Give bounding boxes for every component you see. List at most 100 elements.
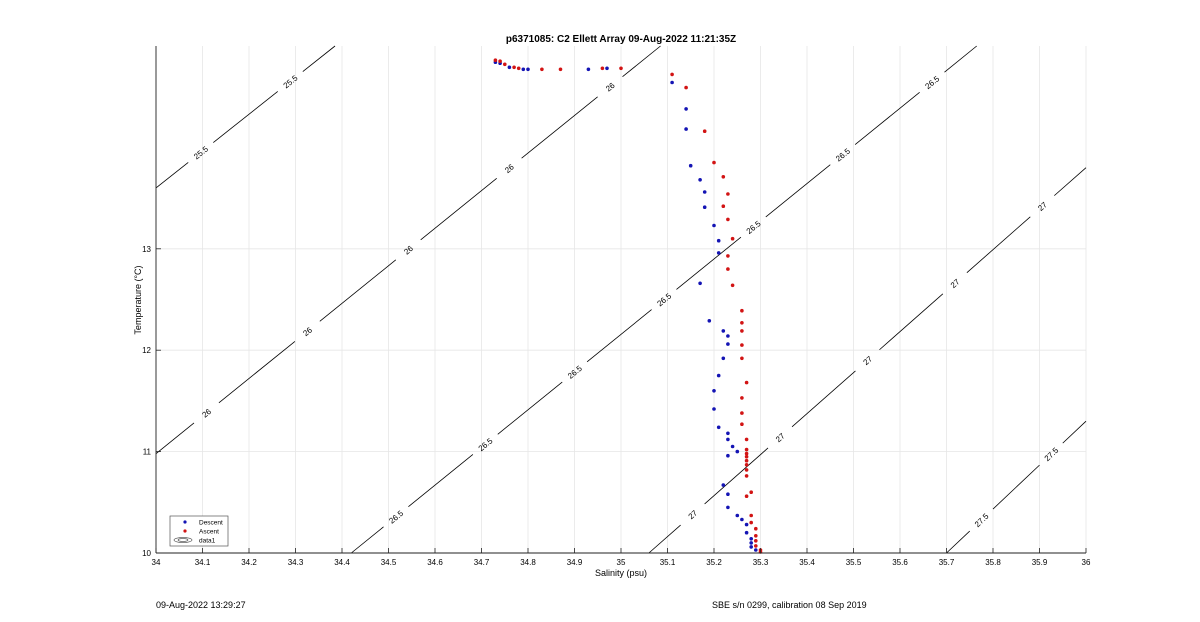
descent-point — [730, 444, 735, 449]
ascent-point — [516, 66, 521, 71]
x-tick-label: 35.4 — [799, 558, 815, 567]
ascent-point — [670, 72, 674, 77]
x-tick-label: 35.7 — [939, 558, 955, 567]
ascent-point — [754, 534, 758, 538]
legend-contour-icon — [173, 537, 193, 543]
ascent-point — [726, 217, 730, 222]
descent-point — [702, 190, 707, 194]
descent-point — [605, 66, 609, 71]
series-ascent — [493, 58, 763, 554]
x-tick-label: 35.1 — [660, 558, 676, 567]
descent-point — [721, 483, 726, 487]
descent-point — [721, 356, 726, 361]
ascent-point — [744, 463, 749, 467]
y-tick-label: 13 — [142, 245, 151, 254]
y-tick-label: 11 — [143, 448, 152, 457]
ascent-point — [744, 451, 749, 456]
descent-point — [716, 373, 721, 378]
contour-segment — [791, 370, 856, 428]
descent-point — [702, 205, 707, 209]
x-tick-label: 34.7 — [474, 558, 490, 567]
ascent-point — [740, 343, 744, 347]
x-axis-label: Salinity (psu) — [595, 568, 647, 578]
ascent-point — [740, 321, 744, 325]
ascent-point — [754, 544, 758, 548]
ascent-point — [730, 236, 735, 241]
contour-segment — [213, 91, 278, 143]
descent-point — [684, 107, 688, 111]
descent-point — [670, 80, 674, 85]
x-tick-label: 36 — [1082, 558, 1091, 567]
ascent-point — [493, 58, 498, 62]
contour-segment — [992, 464, 1040, 510]
ascent-point — [740, 329, 744, 333]
contour-segment — [946, 530, 971, 554]
ascent-point — [730, 283, 735, 288]
x-tick-label: 35 — [617, 558, 626, 567]
ascent-point — [740, 396, 744, 400]
x-tick-label: 34.6 — [427, 558, 443, 567]
x-tick-label: 34.8 — [520, 558, 536, 567]
legend-contour-icon — [177, 538, 189, 542]
contour-segment — [586, 309, 652, 363]
descent-point — [726, 342, 730, 346]
contour-segment — [648, 524, 681, 554]
contour-segment — [351, 526, 384, 554]
contour-segment — [879, 293, 944, 351]
contour-segment — [966, 216, 1031, 273]
ascent-point — [744, 468, 749, 472]
ascent-point — [558, 67, 563, 72]
descent-point — [744, 530, 749, 535]
x-tick-label: 34.5 — [381, 558, 397, 567]
descent-point — [526, 67, 530, 72]
legend-label: Descent — [199, 520, 223, 527]
contour-segment — [765, 164, 831, 218]
ascent-point — [512, 65, 516, 70]
ascent-point — [684, 85, 688, 90]
ascent-point — [744, 458, 749, 463]
descent-point — [712, 223, 716, 228]
contour-segment — [218, 341, 296, 404]
x-tick-label: 35.3 — [753, 558, 769, 567]
descent-point — [684, 127, 688, 131]
descent-point — [726, 334, 730, 338]
ascent-point — [744, 494, 749, 499]
x-tick-label: 34.9 — [567, 558, 583, 567]
descent-point — [507, 65, 512, 70]
series-descent — [493, 60, 758, 552]
ascent-point — [740, 422, 744, 427]
descent-point — [698, 178, 702, 182]
ascent-point — [498, 59, 502, 63]
x-tick-label: 35.5 — [846, 558, 862, 567]
descent-point — [744, 522, 749, 527]
descent-point — [735, 449, 740, 454]
legend-label: Ascent — [199, 529, 219, 536]
contour-segment — [1054, 167, 1087, 196]
ascent-point — [721, 175, 726, 179]
ascent-point — [740, 356, 744, 361]
descent-point — [521, 67, 526, 72]
descent-point — [749, 545, 753, 549]
descent-point — [698, 281, 702, 286]
contour-segment — [302, 45, 336, 72]
contour-segment — [622, 45, 661, 78]
ascent-point — [749, 490, 753, 495]
x-tick-label: 34.3 — [288, 558, 304, 567]
descent-point — [721, 329, 726, 333]
descent-point — [707, 319, 712, 323]
ascent-point — [754, 539, 758, 543]
ascent-point — [600, 66, 605, 71]
descent-point — [586, 67, 591, 72]
ascent-point — [702, 129, 707, 133]
legend-marker — [183, 520, 187, 524]
ascent-point — [744, 447, 749, 452]
ascent-point — [754, 526, 758, 531]
descent-point — [726, 505, 730, 510]
contour-segment — [944, 45, 977, 73]
x-tick-label: 35.9 — [1032, 558, 1048, 567]
descent-point — [754, 548, 758, 552]
ascent-point — [726, 267, 730, 271]
legend-label: data1 — [199, 538, 216, 545]
descent-point — [749, 541, 753, 545]
